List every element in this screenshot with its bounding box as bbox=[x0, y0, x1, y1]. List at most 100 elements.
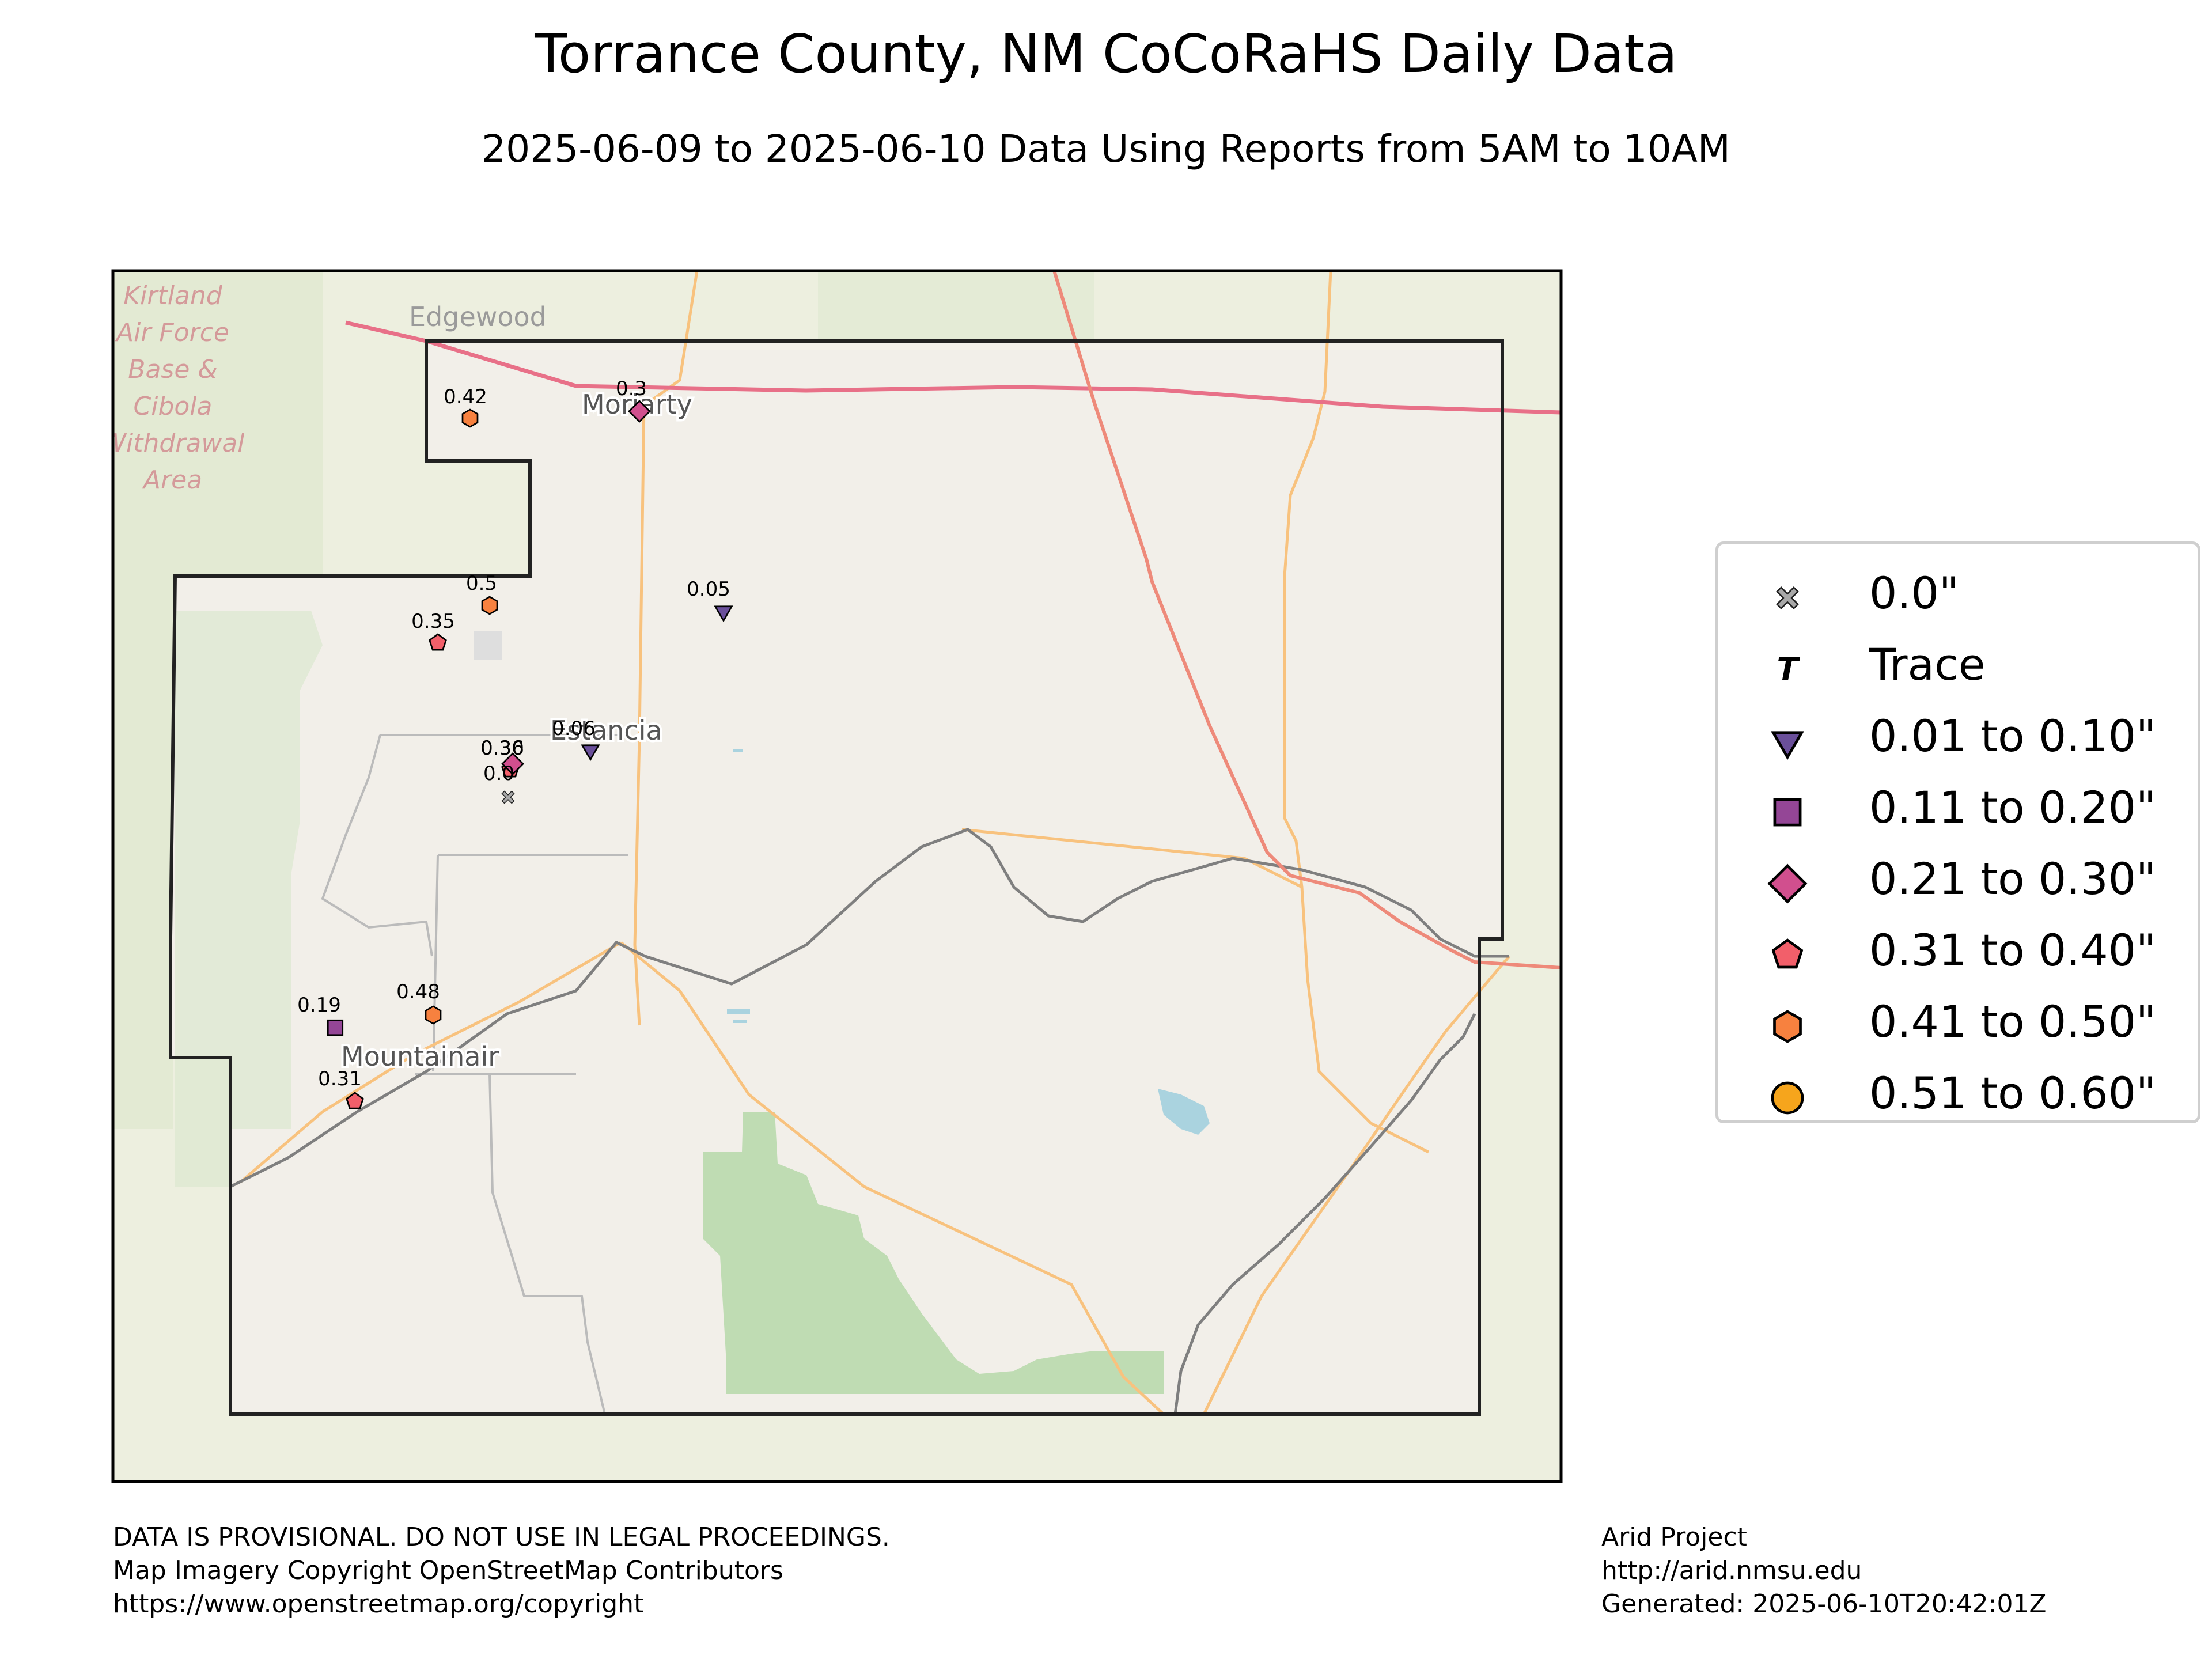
station-marker-symbol bbox=[346, 1092, 364, 1109]
basemap-primary-road bbox=[961, 828, 1430, 1154]
legend: 0.0" T Trace 0.01 to 0.10" 0.11 to 0.20" 0.21… bbox=[1715, 541, 2200, 1123]
legend-marker-icon: T bbox=[1777, 650, 1800, 687]
kirtland-line: Air Force bbox=[115, 318, 229, 347]
legend-label: 0.0" bbox=[1869, 567, 1959, 619]
chart-title: Torrance County, NM CoCoRaHS Daily Data bbox=[535, 23, 1677, 85]
basemap-interstate-40 bbox=[425, 339, 1561, 415]
legend-label: 0.31 to 0.40" bbox=[1869, 925, 2157, 976]
legend-marker-icon bbox=[1771, 731, 1804, 760]
legend-marker-icon bbox=[1773, 798, 1802, 827]
legend-marker-icon bbox=[1773, 1010, 1802, 1043]
legend-item: 0.21 to 0.30" bbox=[1718, 846, 2198, 910]
basemap-manzano-forest bbox=[175, 611, 323, 1187]
station-marker: 0.30 bbox=[480, 737, 524, 775]
basemap-primary-road-41 bbox=[633, 403, 646, 1026]
kirtland-line: Base & bbox=[128, 355, 217, 384]
basemap-primary-road bbox=[1202, 955, 1510, 1415]
station-marker: 0.06 bbox=[552, 717, 600, 762]
station-marker: 0.3 bbox=[616, 377, 651, 423]
svg-text:T: T bbox=[1777, 650, 1800, 687]
legend-label: 0.41 to 0.50" bbox=[1869, 996, 2157, 1047]
station-marker: 0.5 bbox=[466, 572, 498, 615]
station-marker: 0.19 bbox=[297, 994, 344, 1036]
footer-line: https://www.openstreetmap.org/copyright bbox=[113, 1589, 644, 1619]
basemap-cibola-forest-south bbox=[703, 1112, 1164, 1394]
kirtland-line: Area bbox=[142, 465, 202, 495]
station-value-label: 0.5 bbox=[466, 572, 497, 595]
footer-credits: Arid Project http://arid.nmsu.edu Genera… bbox=[1601, 1521, 2047, 1621]
footer-line: Generated: 2025-06-10T20:42:01Z bbox=[1601, 1589, 2047, 1619]
kirtland-line: Withdrawal bbox=[101, 429, 245, 458]
station-marker-symbol bbox=[481, 596, 498, 615]
station-value-label: 0.06 bbox=[552, 717, 596, 740]
place-label-edgewood: Edgewood bbox=[409, 301, 547, 332]
station-marker: 0.31 bbox=[318, 1067, 364, 1109]
station-value-label: 0.19 bbox=[297, 994, 341, 1017]
basemap-interstate-40 bbox=[345, 320, 427, 343]
place-label-mountainair: Mountainair bbox=[341, 1041, 499, 1072]
basemap-highway-285 bbox=[1052, 271, 1561, 969]
station-marker-symbol bbox=[628, 400, 651, 423]
basemap-minor-road bbox=[321, 734, 433, 957]
map-frame bbox=[111, 269, 1563, 1483]
basemap-railway bbox=[1173, 1013, 1476, 1415]
legend-label: 0.21 to 0.30" bbox=[1869, 853, 2157, 904]
county-land bbox=[171, 341, 1502, 1414]
legend-marker-icon bbox=[1775, 586, 1800, 610]
station-marker: 0.0 bbox=[483, 762, 515, 804]
station-value-label: 0.35 bbox=[411, 610, 455, 633]
legend-label: 0.01 to 0.10" bbox=[1869, 710, 2157, 762]
legend-item: 0.0" bbox=[1718, 560, 2198, 624]
station-value-label: 0.48 bbox=[396, 980, 440, 1003]
basemap-pond bbox=[727, 1009, 750, 1014]
legend-item: 0.01 to 0.10" bbox=[1718, 703, 2198, 767]
legend-label: 0.11 to 0.20" bbox=[1869, 782, 2157, 833]
basemap-primary-road bbox=[1283, 271, 1332, 888]
station-marker: 0.48 bbox=[396, 980, 442, 1025]
footer-line: Map Imagery Copyright OpenStreetMap Cont… bbox=[113, 1556, 783, 1585]
station-marker: 0.35 bbox=[411, 610, 455, 651]
legend-item: 0.41 to 0.50" bbox=[1718, 989, 2198, 1052]
place-label-kirtland: Kirtland Air Force Base & Cibola Withdra… bbox=[101, 281, 245, 495]
footer-line: http://arid.nmsu.edu bbox=[1601, 1556, 1862, 1585]
legend-item: 0.51 to 0.60" bbox=[1718, 1060, 2198, 1124]
basemap-lake bbox=[1158, 1089, 1210, 1135]
basemap-pond bbox=[733, 749, 743, 752]
station-marker-symbol bbox=[581, 744, 600, 762]
footer-line: DATA IS PROVISIONAL. DO NOT USE IN LEGAL… bbox=[113, 1522, 890, 1552]
station-value-label: 0.3 bbox=[616, 377, 647, 400]
footer-line: Arid Project bbox=[1601, 1522, 1747, 1552]
station-value-label: 0.42 bbox=[444, 385, 487, 408]
station-marker-symbol bbox=[327, 1019, 344, 1036]
basemap-minor-road bbox=[432, 854, 439, 1072]
chart-subtitle: 2025-06-09 to 2025-06-10 Data Using Repo… bbox=[482, 127, 1730, 171]
basemap-primary-road-55 bbox=[620, 941, 1165, 1415]
basemap-minor-road bbox=[488, 1073, 606, 1415]
basemap-airfield bbox=[474, 631, 502, 660]
station-marker-symbol bbox=[425, 1005, 442, 1025]
station-markers: 0.42 0.3 0.5 0.35 0.05 0.06 0.360.300.0 0.19 0.4… bbox=[297, 377, 733, 1109]
kirtland-line: Kirtland bbox=[123, 281, 222, 310]
station-marker-symbol bbox=[429, 633, 447, 651]
station-marker-symbol bbox=[714, 605, 733, 623]
station-marker: 0.42 bbox=[444, 385, 487, 428]
station-marker-symbol bbox=[501, 790, 515, 804]
station-marker-symbol bbox=[461, 408, 479, 428]
station-marker-symbol bbox=[501, 752, 524, 775]
place-label-estancia: Estancia bbox=[550, 715, 662, 746]
station-value-label: 0.36 bbox=[480, 737, 524, 760]
legend-item: 0.11 to 0.20" bbox=[1718, 775, 2198, 838]
basemap-pond bbox=[733, 1020, 747, 1023]
station-marker: 0.05 bbox=[687, 578, 733, 623]
station-value-label: 0.31 bbox=[318, 1067, 362, 1090]
legend-label: 0.51 to 0.60" bbox=[1869, 1067, 2157, 1119]
basemap-primary-road bbox=[638, 271, 699, 411]
legend-marker-icon bbox=[1767, 863, 1808, 904]
map-basemap: Edgewood Moriarty Estancia Mountainair K… bbox=[101, 271, 1561, 1482]
basemap-cibola-area bbox=[113, 271, 323, 1129]
county-boundary bbox=[169, 339, 1504, 1416]
legend-marker-icon bbox=[1771, 1081, 1804, 1115]
basemap-railway bbox=[229, 828, 1509, 1188]
kirtland-line: Cibola bbox=[134, 392, 213, 421]
